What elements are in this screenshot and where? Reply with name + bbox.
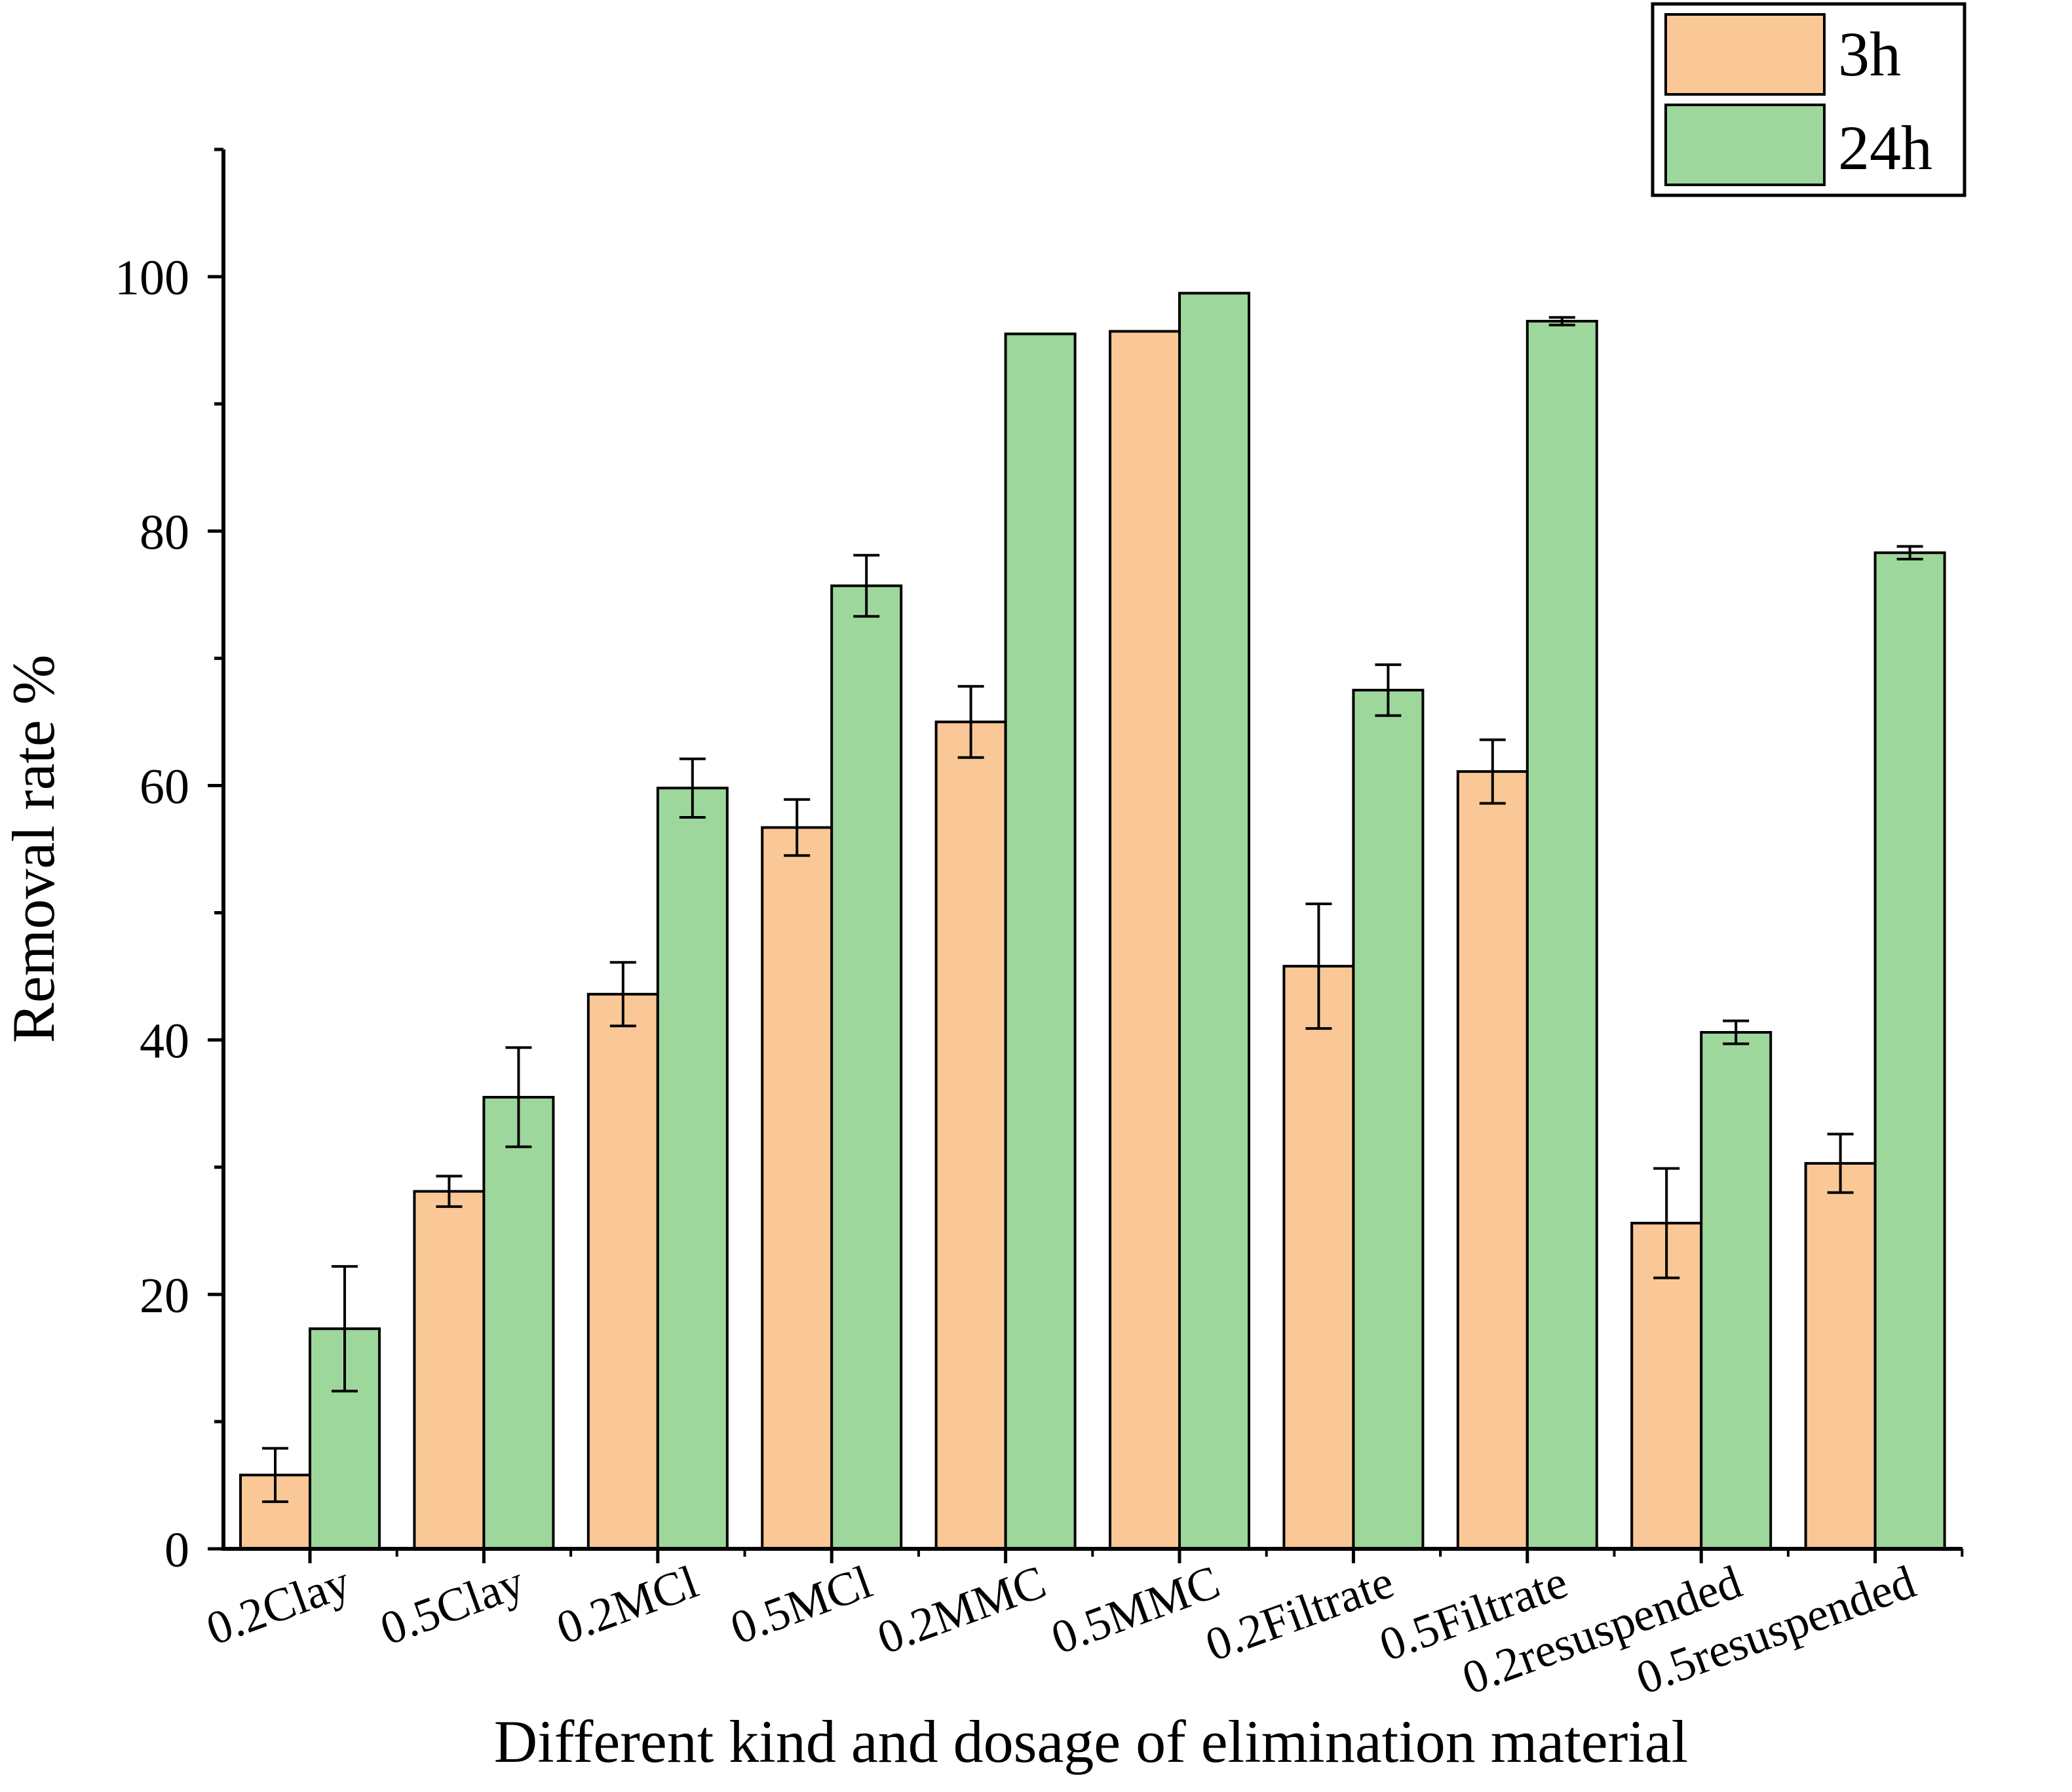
error-bar-3h-0.2resuspended [1653,1167,1680,1279]
error-bar-24h-0.5resuspended [1896,545,1923,560]
error-bar-24h-0.2Clay [332,1265,358,1393]
bar-3h-0.5Clay [413,1190,486,1550]
bar-3h-0.5resuspended [1804,1161,1877,1550]
bar-24h-0.2Filtrate [1352,688,1425,1550]
bar-3h-0.5MCl [761,826,834,1550]
error-bar-3h-0.2Filtrate [1305,902,1332,1030]
y-tick-label-20: 20 [140,1268,189,1323]
legend-swatch-3h [1664,13,1826,96]
error-bars [262,316,1923,1504]
error-bar-3h-0.5MCl [784,798,811,857]
error-bar-24h-0.2resuspended [1723,1019,1750,1045]
error-bar-24h-0.2Filtrate [1375,663,1402,717]
bar-24h-0.5Filtrate [1525,320,1598,1550]
error-bar-3h-0.2MMC [957,685,984,759]
bar-3h-0.5Filtrate [1456,770,1529,1550]
x-tick-label-0.2MMC: 0.2MMC [871,1555,1052,1664]
bar-3h-0.2MMC [934,720,1007,1550]
x-tick-label-0.5MMC: 0.5MMC [1045,1555,1226,1664]
x-tick-label-0.2MCl: 0.2MCl [550,1555,704,1654]
y-axis-title: Removal rate % [0,655,67,1043]
bar-3h-0.5MMC [1109,330,1181,1550]
x-tick-label-0.5Clay: 0.5Clay [374,1555,531,1655]
error-bar-24h-0.5MCl [853,554,880,618]
y-tick-label-40: 40 [140,1014,189,1069]
error-bar-3h-0.2Clay [262,1447,288,1504]
error-bar-3h-0.5Clay [436,1175,463,1208]
bars-layer [239,292,1946,1551]
ticks: 0 20 40 60 80 100 [115,147,1964,1578]
bar-24h-0.5resuspended [1873,551,1946,1550]
y-tick-label-0: 0 [164,1523,189,1578]
y-tick-label-60: 60 [140,759,189,814]
x-tick-label-0.2Clay: 0.2Clay [200,1555,357,1655]
bar-3h-0.2MCl [586,992,659,1551]
bar-24h-0.5MMC [1178,292,1250,1550]
y-tick-label-80: 80 [140,505,189,560]
error-bar-3h-0.2MCl [609,961,636,1028]
x-tick-label-0.2Filtrate: 0.2Filtrate [1199,1555,1400,1671]
legend-label-24h: 24h [1838,113,1932,183]
error-bar-24h-0.2MCl [679,757,706,819]
bar-24h-0.5Clay [482,1096,555,1550]
legend-label-3h: 3h [1838,19,1901,89]
legend: 3h 24h [1651,2,1966,197]
x-axis-title: Different kind and dosage of elimination… [494,1708,1688,1775]
bar-24h-0.2resuspended [1700,1031,1773,1550]
error-bar-3h-0.5resuspended [1827,1133,1854,1194]
error-bar-24h-0.5Filtrate [1548,316,1575,326]
legend-swatch-24h [1664,104,1826,186]
category-labels: 0.2Clay 0.5Clay 0.2MCl 0.5MCl0.2MMC0.5MMC0.… [200,1555,1922,1705]
bar-24h-0.2MCl [656,787,729,1550]
y-tick-label-100: 100 [115,250,189,305]
bar-3h-0.2Filtrate [1282,965,1355,1550]
bar-24h-0.2MMC [1004,332,1077,1550]
x-tick-label-0.5MCl: 0.5MCl [724,1555,879,1654]
error-bar-24h-0.5Clay [505,1046,532,1148]
error-bar-3h-0.5Filtrate [1479,738,1506,805]
bar-24h-0.5MCl [830,584,903,1551]
